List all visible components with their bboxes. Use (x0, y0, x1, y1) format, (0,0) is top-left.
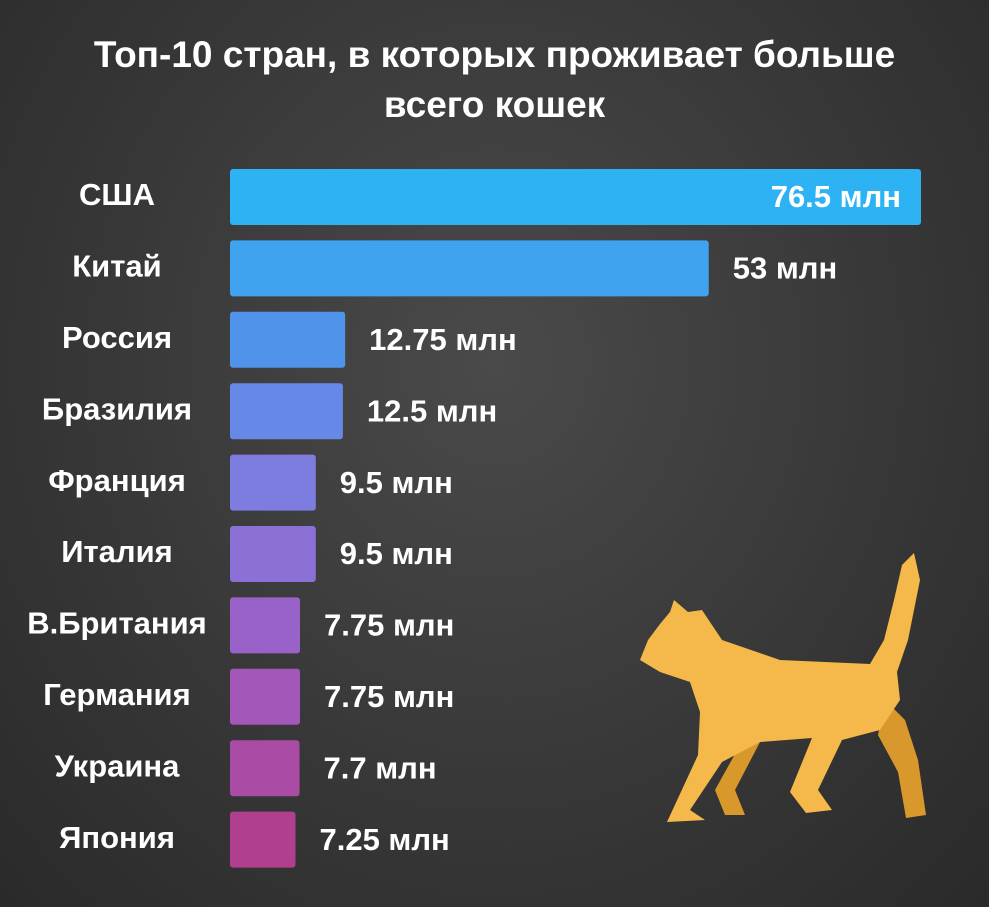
category-label: Китай (72, 249, 161, 284)
bar (230, 811, 296, 868)
bar (230, 454, 316, 511)
category-label: Германия (43, 677, 190, 712)
bar (230, 383, 343, 440)
category-label: США (79, 177, 155, 212)
value-label: 9.5 млн (340, 465, 453, 500)
value-label: 7.75 млн (324, 679, 454, 714)
value-label: 76.5 млн (771, 179, 901, 214)
value-label: 12.5 млн (367, 393, 497, 428)
value-label: 53 млн (733, 251, 837, 286)
value-label: 12.75 млн (369, 322, 517, 357)
bar (230, 240, 709, 297)
cat-illustration (640, 553, 926, 822)
value-label: 9.5 млн (340, 536, 453, 571)
category-label: В.Британия (27, 606, 207, 641)
bar (230, 169, 921, 225)
category-label: Украина (55, 748, 181, 783)
category-label: Италия (61, 534, 173, 569)
category-label: Франция (48, 463, 186, 498)
bar (230, 668, 301, 725)
bar (230, 597, 301, 654)
bar (230, 526, 316, 582)
category-label: Япония (59, 820, 175, 855)
value-label: 7.7 млн (324, 750, 437, 785)
category-label: Россия (62, 320, 172, 355)
bar (230, 740, 300, 797)
category-label: Бразилия (42, 391, 192, 426)
chart-title: Топ-10 стран, в которых проживает больше… (93, 34, 896, 125)
value-label: 7.75 млн (324, 608, 454, 643)
value-label: 7.25 млн (319, 822, 449, 857)
bar (230, 311, 346, 368)
